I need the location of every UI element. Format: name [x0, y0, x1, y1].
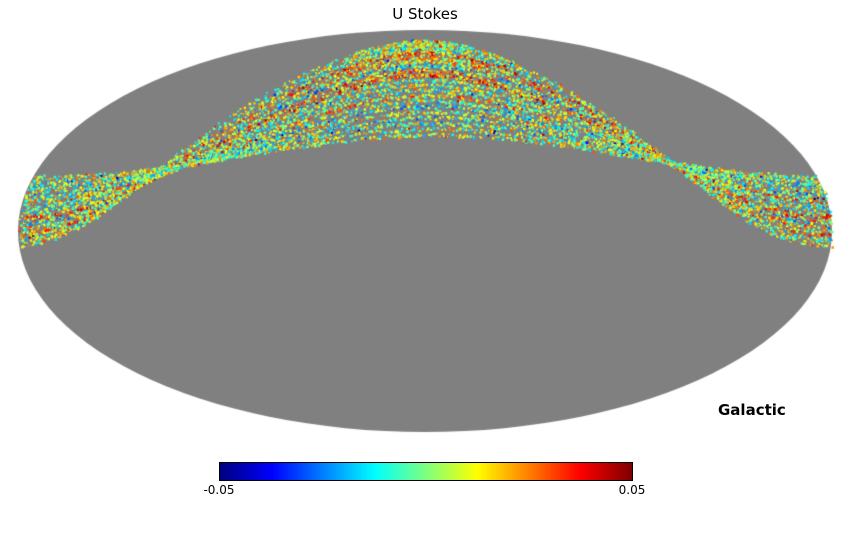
colorbar [219, 462, 633, 481]
chart-title: U Stokes [392, 5, 458, 23]
sky-map-canvas [0, 0, 850, 455]
colorbar-max-label: 0.05 [618, 483, 646, 497]
colorbar-min-label: -0.05 [203, 483, 235, 497]
coordinate-system-label: Galactic [718, 401, 786, 419]
